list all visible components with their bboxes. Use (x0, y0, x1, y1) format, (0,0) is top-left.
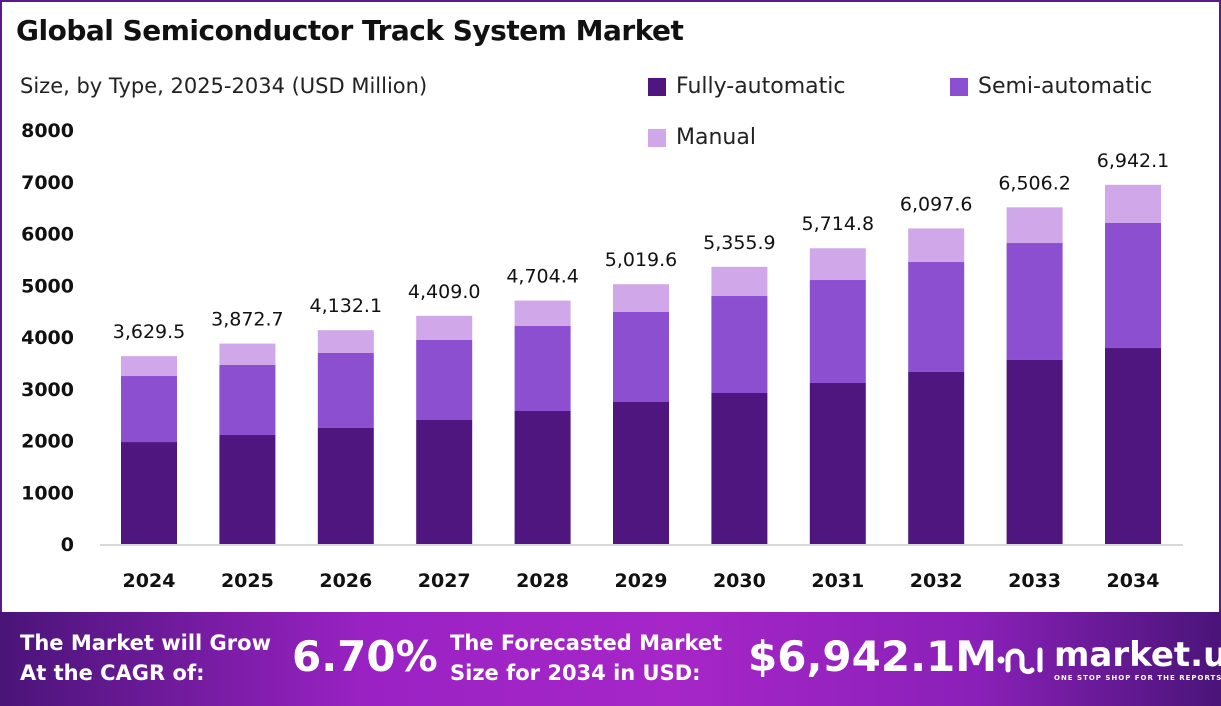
x-tick-label: 2027 (418, 570, 471, 592)
bar-segment-semi-automatic (711, 296, 768, 393)
bar-segment-fully-automatic (908, 371, 965, 544)
legend-item-manual: Manual (648, 125, 756, 150)
bar-segment-semi-automatic (809, 280, 866, 384)
x-tick-label: 2032 (910, 570, 963, 592)
legend-swatch (648, 128, 666, 147)
chart-title: Global Semiconductor Track System Market (16, 14, 684, 47)
footer-banner: The Market will Grow At the CAGR of: 6.7… (0, 612, 1221, 706)
forecast-label-line2: Size for 2034 in USD: (450, 661, 701, 685)
x-tick-label: 2028 (516, 570, 569, 592)
y-tick-label: 5000 (21, 275, 74, 297)
x-tick-label: 2031 (811, 570, 864, 592)
bar-segment-semi-automatic (1006, 243, 1063, 360)
logo-icon (997, 647, 1043, 675)
total-data-label: 6,506.2 (998, 172, 1071, 194)
y-tick-label: 0 (61, 534, 74, 556)
y-tick-label: 3000 (21, 379, 74, 401)
bar-segment-semi-automatic (514, 325, 571, 412)
logo-tagline: ONE STOP SHOP FOR THE REPORTS (1054, 674, 1221, 682)
legend-label: Semi-automatic (978, 74, 1153, 99)
total-data-label: 4,132.1 (310, 295, 383, 317)
bar-segment-semi-automatic (317, 352, 374, 428)
y-tick-label: 6000 (21, 224, 74, 246)
bar-segment-manual (809, 248, 866, 281)
total-data-label: 6,097.6 (900, 193, 973, 215)
bar-segment-manual (1006, 207, 1063, 244)
total-data-label: 5,714.8 (802, 213, 875, 235)
x-tick-label: 2029 (615, 570, 668, 592)
legend-label: Manual (676, 125, 756, 150)
x-tick-label: 2024 (123, 570, 176, 592)
bar-segment-semi-automatic (613, 312, 669, 402)
bar-segment-fully-automatic (1105, 348, 1161, 544)
bar-segment-semi-automatic (1105, 222, 1161, 349)
forecast-label-line1: The Forecasted Market (450, 631, 723, 655)
x-tick-label: 2026 (319, 570, 372, 592)
bar-segment-fully-automatic (317, 427, 374, 544)
bar-segment-manual (219, 343, 276, 365)
x-tick-label: 2025 (221, 570, 274, 592)
y-tick-label: 7000 (21, 172, 74, 194)
market-us-logo: market.us ONE STOP SHOP FOR THE REPORTS (996, 638, 1221, 682)
chart-plot: 0 1000 2000 3000 4000 5000 6000 7000 8000 3,629.5… (21, 120, 1183, 592)
bar-segment-manual (121, 356, 177, 377)
x-tick-label: 2034 (1107, 570, 1160, 592)
cagr-value: 6.70% (292, 632, 438, 681)
total-data-label: 3,629.5 (113, 321, 186, 343)
x-tick-label: 2033 (1008, 570, 1061, 592)
total-data-label: 4,704.4 (506, 266, 579, 288)
legend-item-semi-automatic: Semi-automatic (950, 74, 1152, 99)
bar-segment-semi-automatic (121, 376, 177, 443)
bar-segment-semi-automatic (219, 364, 276, 436)
bar-segment-fully-automatic (416, 420, 473, 544)
legend-label: Fully-automatic (676, 74, 846, 99)
bar-segment-manual (711, 266, 768, 297)
total-data-label: 5,355.9 (703, 232, 776, 254)
legend-item-fully-automatic: Fully-automatic (648, 74, 845, 99)
bar-segment-fully-automatic (219, 435, 276, 544)
bar-segment-fully-automatic (1006, 359, 1063, 544)
total-data-label: 6,942.1 (1097, 150, 1170, 172)
legend-swatch (950, 77, 968, 96)
y-tick-label: 8000 (21, 120, 74, 142)
forecast-value: $6,942.1M (748, 632, 998, 681)
cagr-label-line1: The Market will Grow (20, 631, 271, 655)
bar-segment-manual (416, 315, 473, 341)
total-data-label: 5,019.6 (605, 249, 678, 271)
bar-segment-fully-automatic (711, 392, 768, 544)
bar-segment-fully-automatic (514, 411, 571, 544)
bar-segment-semi-automatic (416, 340, 473, 421)
y-tick-label: 2000 (21, 431, 74, 453)
chart-subtitle: Size, by Type, 2025-2034 (USD Million) (20, 74, 428, 98)
bar-segment-manual (317, 330, 374, 353)
bar-segment-manual (514, 300, 571, 326)
y-tick-label: 1000 (21, 482, 74, 504)
total-data-label: 4,409.0 (408, 281, 481, 303)
legend-swatch (648, 77, 666, 96)
bar-segment-manual (908, 228, 965, 263)
y-tick-label: 4000 (21, 327, 74, 349)
bar-segment-fully-automatic (613, 401, 669, 544)
cagr-label-line2: At the CAGR of: (20, 661, 205, 685)
bar-segment-fully-automatic (121, 442, 177, 544)
bar-segment-semi-automatic (908, 262, 965, 372)
total-data-label: 3,872.7 (211, 309, 284, 331)
bar-segment-manual (613, 284, 669, 313)
bar-segment-manual (1105, 184, 1161, 223)
bar-segment-fully-automatic (809, 383, 866, 544)
x-tick-label: 2030 (713, 570, 766, 592)
logo-name: market.us (1054, 635, 1221, 675)
